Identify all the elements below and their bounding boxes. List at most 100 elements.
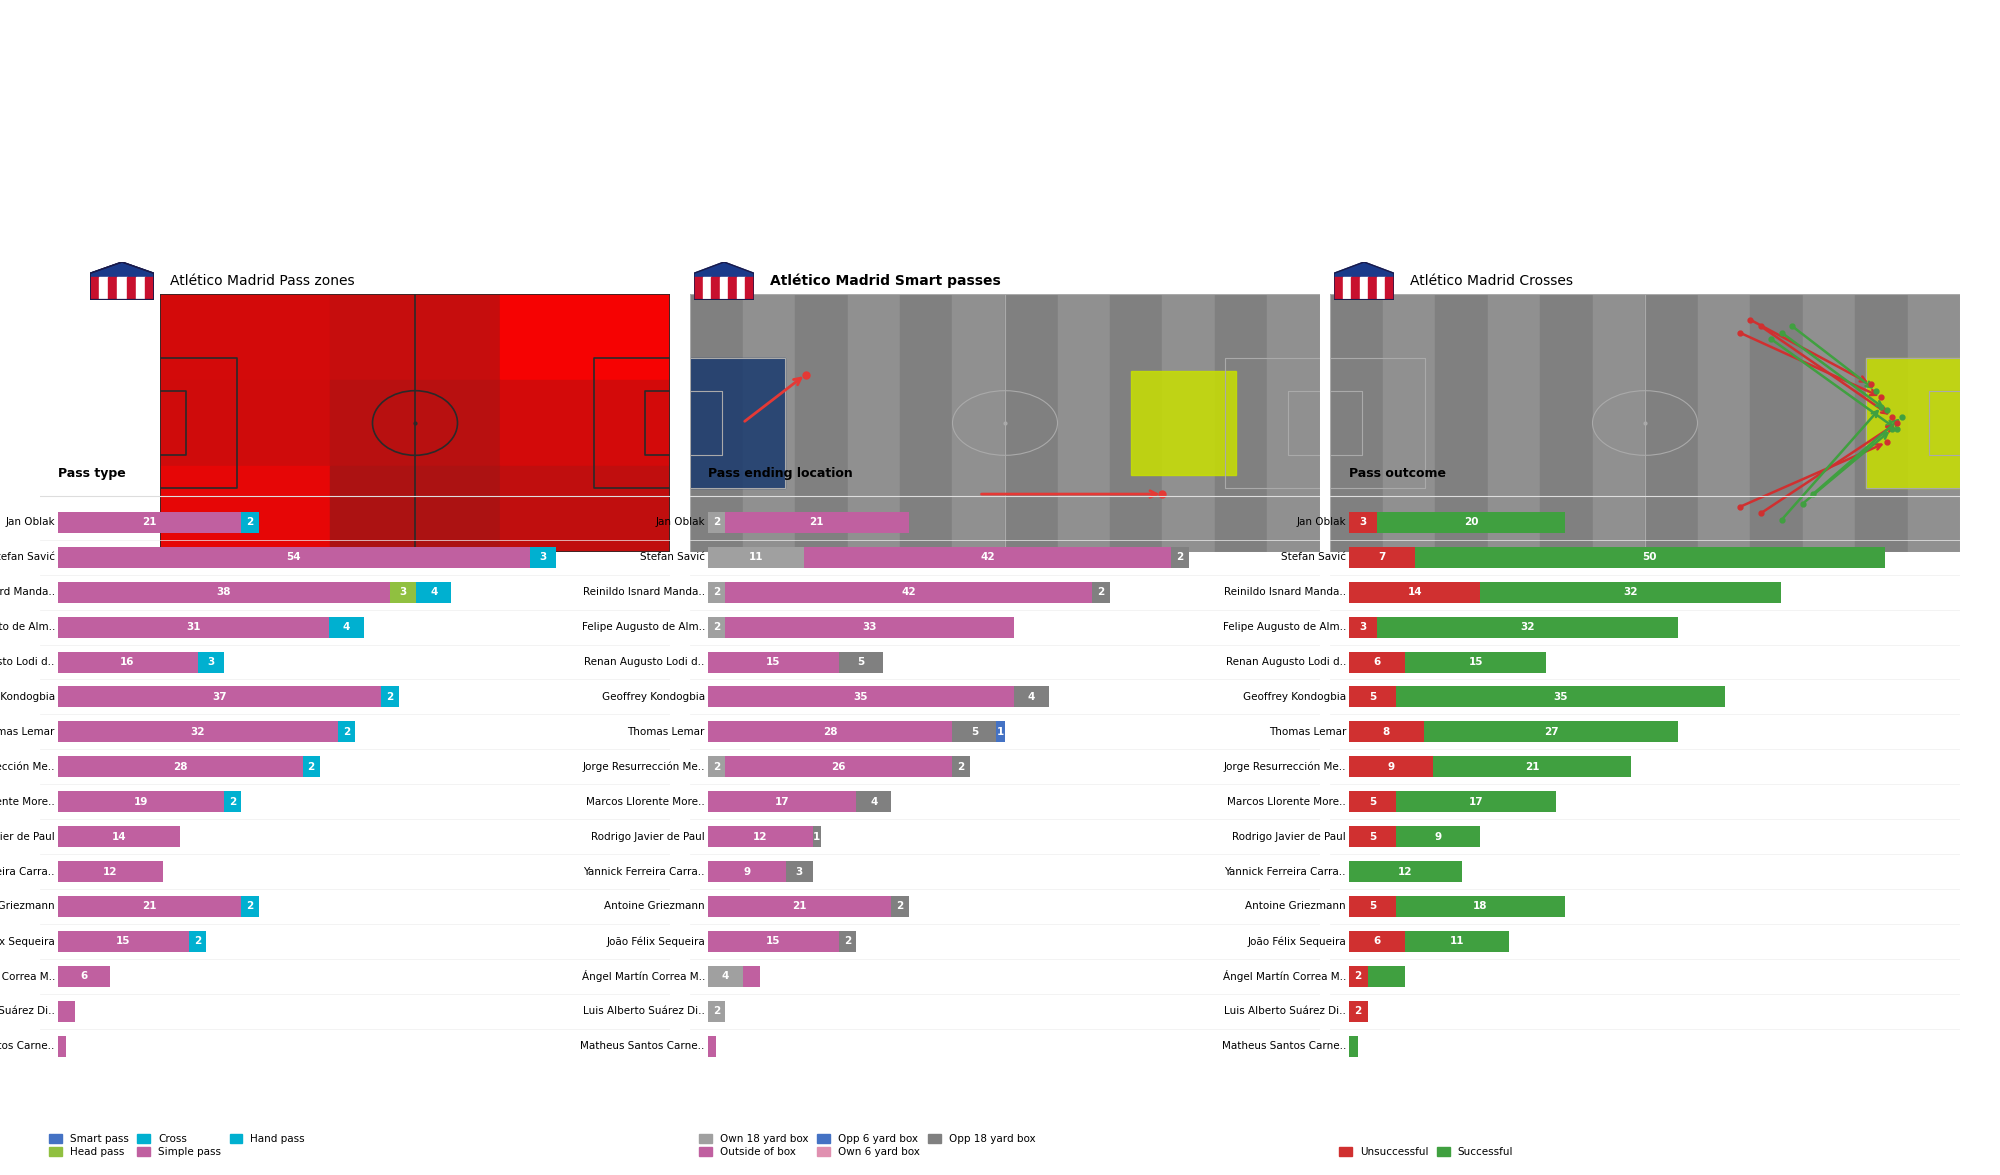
Bar <box>812 826 822 847</box>
Text: 2: 2 <box>194 936 202 946</box>
Bar <box>58 652 198 672</box>
Polygon shape <box>90 262 154 277</box>
Bar <box>694 277 702 300</box>
Text: 50: 50 <box>1642 552 1656 563</box>
Bar <box>712 277 720 300</box>
Bar <box>58 546 530 568</box>
Text: Antoine Griezmann: Antoine Griezmann <box>604 901 704 912</box>
Bar <box>58 721 338 743</box>
Bar <box>1396 826 1480 847</box>
Bar <box>100 277 108 300</box>
Text: Matheus Santos Carne..: Matheus Santos Carne.. <box>1222 1041 1346 1052</box>
Text: 2: 2 <box>308 761 314 772</box>
Text: Jan Oblak: Jan Oblak <box>656 517 704 528</box>
Bar <box>724 512 908 532</box>
Bar <box>1644 294 1698 552</box>
Text: 9: 9 <box>1388 761 1394 772</box>
Bar <box>1406 931 1508 952</box>
Bar <box>58 1035 66 1056</box>
Text: 35: 35 <box>854 692 868 701</box>
Text: 37: 37 <box>212 692 226 701</box>
Text: Rodrigo Javier de Paul: Rodrigo Javier de Paul <box>0 832 54 841</box>
Bar <box>58 757 302 777</box>
Bar <box>1348 757 1434 777</box>
Bar <box>1162 294 1214 552</box>
Bar <box>1406 652 1546 672</box>
Bar <box>1488 294 1540 552</box>
Text: 21: 21 <box>810 517 824 528</box>
Text: 2: 2 <box>844 936 852 946</box>
Text: 2: 2 <box>228 797 236 807</box>
Text: 21: 21 <box>1524 761 1540 772</box>
Text: Thomas Lemar: Thomas Lemar <box>0 727 54 737</box>
Text: 35: 35 <box>1554 692 1568 701</box>
Text: 2: 2 <box>712 517 720 528</box>
Text: Rodrigo Javier de Paul: Rodrigo Javier de Paul <box>1232 832 1346 841</box>
Text: 1: 1 <box>996 727 1004 737</box>
Text: 4: 4 <box>430 588 438 597</box>
Text: Stefan Savić: Stefan Savić <box>0 552 54 563</box>
Bar <box>1330 294 1382 552</box>
Bar <box>708 757 724 777</box>
Text: Ángel Martín Correa M..: Ángel Martín Correa M.. <box>0 971 54 982</box>
Bar <box>1348 617 1378 638</box>
Text: Marcos Llorente More..: Marcos Llorente More.. <box>586 797 704 807</box>
Text: Marcos Llorente More..: Marcos Llorente More.. <box>1228 797 1346 807</box>
Bar <box>160 466 330 552</box>
Text: 1: 1 <box>814 832 820 841</box>
Text: Luis Alberto Suárez Di..: Luis Alberto Suárez Di.. <box>0 1006 54 1016</box>
Text: 21: 21 <box>142 517 156 528</box>
Text: 3: 3 <box>540 552 546 563</box>
Text: 5: 5 <box>1368 692 1376 701</box>
Bar <box>952 757 970 777</box>
Text: 15: 15 <box>116 936 130 946</box>
Bar <box>1348 652 1406 672</box>
Bar <box>198 652 224 672</box>
Text: Geoffrey Kondogbia: Geoffrey Kondogbia <box>602 692 704 701</box>
Bar <box>1750 294 1802 552</box>
Bar <box>1014 686 1048 707</box>
Polygon shape <box>694 262 754 300</box>
Bar <box>1866 358 1960 488</box>
Bar <box>500 380 670 466</box>
Bar <box>1348 582 1480 603</box>
Text: 14: 14 <box>1408 588 1422 597</box>
Text: 12: 12 <box>1398 866 1412 877</box>
Text: 42: 42 <box>902 588 916 597</box>
Bar <box>328 617 364 638</box>
Text: 2: 2 <box>1098 588 1104 597</box>
Text: Atlético Madrid Smart passes: Atlético Madrid Smart passes <box>770 274 1000 288</box>
Bar <box>530 546 556 568</box>
Bar <box>58 617 328 638</box>
Text: 5: 5 <box>1368 832 1376 841</box>
Bar <box>1348 826 1396 847</box>
Bar <box>1802 294 1856 552</box>
Text: 32: 32 <box>1520 622 1534 632</box>
Bar <box>1382 294 1436 552</box>
Polygon shape <box>1334 262 1394 300</box>
Bar <box>708 897 892 916</box>
Bar <box>302 757 320 777</box>
Text: 2: 2 <box>712 1006 720 1016</box>
Bar <box>702 277 712 300</box>
Bar <box>708 1035 716 1056</box>
Bar <box>1414 546 1884 568</box>
Bar <box>728 277 736 300</box>
Text: 6: 6 <box>1374 936 1380 946</box>
Bar <box>390 582 416 603</box>
Bar <box>90 277 100 300</box>
Bar <box>690 294 742 552</box>
Bar <box>804 546 1172 568</box>
Bar <box>1856 294 1908 552</box>
Bar <box>708 546 804 568</box>
Bar <box>188 931 206 952</box>
Text: 9: 9 <box>744 866 750 877</box>
Bar <box>892 897 908 916</box>
Bar <box>58 826 180 847</box>
Polygon shape <box>694 262 754 277</box>
Text: 19: 19 <box>134 797 148 807</box>
Bar <box>1592 294 1644 552</box>
Bar <box>1348 897 1396 916</box>
Bar <box>724 617 1014 638</box>
Bar <box>746 277 754 300</box>
